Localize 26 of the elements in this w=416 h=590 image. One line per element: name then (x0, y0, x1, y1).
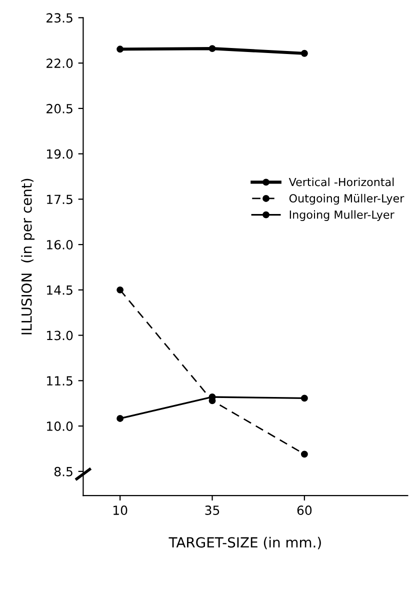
point (116, 415, 124, 422)
legend-label: Outgoing Müller-Lyer (289, 194, 404, 205)
y-tick-label: 17.5 (47, 194, 72, 204)
point (208, 45, 216, 52)
y-tick-label: 8.5 (54, 466, 72, 476)
x-tick-label: 35 (205, 506, 220, 515)
legend-label: Ingoing Muller-Lyer (290, 210, 394, 221)
point (116, 286, 124, 294)
point (300, 450, 308, 458)
y-tick-label: 20.5 (46, 104, 72, 114)
y-tick-label: 10.0 (47, 422, 73, 431)
x-tick-label: 10 (113, 506, 128, 515)
y-tick-label: 22.0 (46, 58, 73, 68)
y-tick-label: 16.0 (47, 240, 73, 250)
legend-label: Vertical -Horizontal (288, 178, 394, 186)
x-tick-label: 60 (297, 506, 312, 515)
y-axis-title: ILLUSION (in per cent) (21, 178, 35, 334)
y-tick-label: 11.5 (47, 376, 72, 386)
x-axis-title: TARGET-SIZE (in mm.) (168, 536, 321, 550)
y-tick-label: 23.5 (46, 13, 72, 23)
y-tick-label: 19.0 (47, 149, 73, 159)
point (116, 46, 124, 53)
y-tick-label: 13.0 (47, 330, 73, 340)
point (300, 394, 308, 402)
y-tick-label: 14.5 (47, 286, 72, 295)
point (300, 50, 308, 57)
